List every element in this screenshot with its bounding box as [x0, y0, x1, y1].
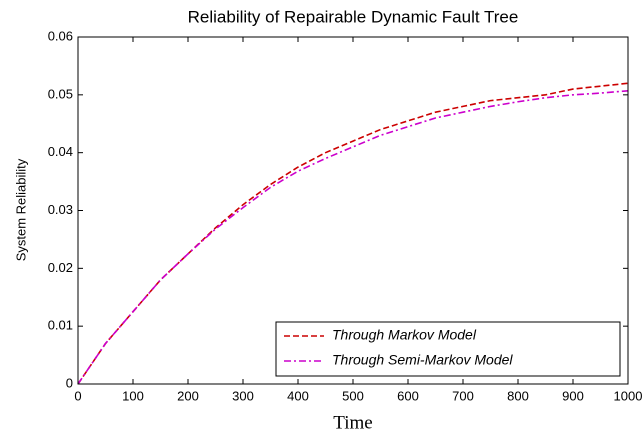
x-tick-label: 300 — [232, 388, 254, 403]
y-tick-label: 0.02 — [48, 260, 73, 275]
y-tick-label: 0.05 — [48, 86, 73, 101]
x-tick-label: 600 — [397, 388, 419, 403]
legend-box — [275, 321, 621, 377]
x-axis-label: Time — [333, 412, 372, 433]
plot-frame — [77, 36, 629, 385]
y-tick-label: 0.03 — [48, 202, 73, 217]
x-tick-label: 400 — [287, 388, 309, 403]
x-tick-label: 0 — [74, 388, 81, 403]
y-axis-label: System Reliability — [13, 158, 28, 261]
legend-label: Through Semi-Markov Model — [332, 352, 513, 368]
x-tick-label: 500 — [342, 388, 364, 403]
x-tick-label: 700 — [452, 388, 474, 403]
y-tick-label: 0.06 — [48, 28, 73, 43]
x-tick-label: 100 — [122, 388, 144, 403]
y-tick-label: 0.04 — [48, 144, 73, 159]
legend: Through Markov Model Through Semi-Markov … — [275, 321, 621, 377]
x-tick-label: 900 — [562, 388, 584, 403]
legend-label: Through Markov Model — [332, 327, 477, 343]
x-tick-label: 800 — [507, 388, 529, 403]
plot-area: 0 0.01 0.02 0.03 0.04 0.05 0.06 0 100 200 300 400 50… — [48, 28, 643, 403]
chart-title: Reliability of Repairable Dynamic Fault … — [188, 7, 519, 26]
x-tick-label: 1000 — [614, 388, 643, 403]
line-series — [77, 89, 629, 385]
y-tick-label: 0.01 — [48, 318, 73, 333]
y-tick-label: 0 — [66, 375, 73, 390]
x-tick-label: 200 — [177, 388, 199, 403]
